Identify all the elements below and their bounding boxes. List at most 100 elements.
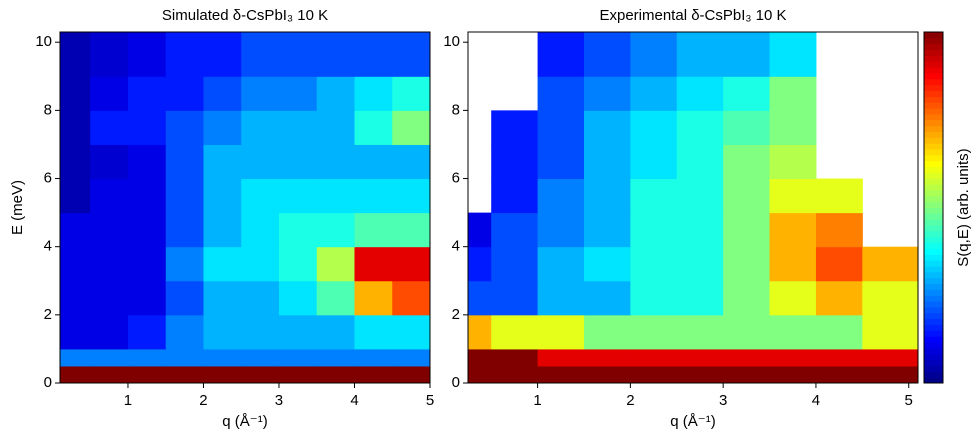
heatmap-cell (491, 110, 539, 145)
colorbar-segment (924, 236, 943, 244)
heatmap-cell (537, 348, 585, 367)
heatmap-cell (60, 314, 91, 350)
heatmap-cell (862, 348, 919, 367)
heatmap-cell (165, 280, 204, 316)
heatmap-cell (630, 76, 678, 111)
x-tick-label: 2 (626, 392, 634, 409)
heatmap-cell (723, 314, 771, 350)
heatmap-cell (316, 178, 355, 214)
heatmap-cell (537, 178, 585, 214)
heatmap-cell (723, 365, 771, 384)
colorbar-segment (924, 289, 943, 296)
heatmap-cell (537, 246, 585, 282)
y-tick-label: 6 (452, 170, 460, 187)
heatmap-cell (278, 32, 318, 77)
heatmap-cell (583, 32, 631, 77)
heatmap-cell (203, 212, 242, 248)
heatmap-cell (354, 178, 393, 214)
colorbar-segment (924, 32, 943, 39)
heatmap-cell (203, 178, 242, 214)
heatmap-cell (60, 144, 91, 180)
heatmap-cell (392, 110, 431, 145)
heatmap-cell (90, 314, 129, 350)
heatmap-cell (537, 280, 585, 316)
heatmap-cell (60, 212, 91, 248)
colorbar-segment (924, 283, 943, 290)
heatmap-cell (537, 110, 585, 145)
heatmap-cell (278, 348, 318, 367)
colorbar-segment (924, 312, 943, 320)
heatmap-cell (583, 178, 631, 214)
heatmap-cell (583, 212, 631, 248)
heatmap-cell (354, 32, 393, 77)
heatmap-cell (127, 178, 167, 214)
heatmap-cell (354, 76, 393, 111)
heatmap-cell (537, 32, 585, 77)
heatmap-cell (583, 246, 631, 282)
heatmap-cell (583, 314, 631, 350)
heatmap-cell (90, 365, 129, 384)
colorbar-segment (924, 242, 943, 249)
heatmap-cell (491, 246, 539, 282)
heatmap-cell (723, 246, 771, 282)
colorbar-segment (924, 213, 943, 220)
colorbar-segment (924, 78, 943, 86)
heatmap-cell (241, 348, 280, 367)
heatmap-cell (127, 212, 167, 248)
heatmap-cell (769, 348, 817, 367)
heatmap-cell (769, 76, 817, 111)
colorbar-segment (924, 55, 943, 62)
colorbar-segment (924, 271, 943, 279)
heatmap-cell (278, 178, 318, 214)
heatmap-cell (723, 212, 771, 248)
y-tick-label: 8 (452, 101, 460, 118)
heatmap-cell (241, 144, 280, 180)
heatmap-cell (583, 76, 631, 111)
heatmap-cell (583, 280, 631, 316)
heatmap-cell (769, 32, 817, 77)
heatmap-cell (769, 110, 817, 145)
heatmap-cell (491, 348, 539, 367)
heatmap-cell (165, 178, 204, 214)
heatmap-cell (316, 246, 355, 282)
colorbar-segment (924, 324, 943, 331)
heatmap-cell (278, 280, 318, 316)
heatmap-cell (203, 144, 242, 180)
heatmap-cell (127, 314, 167, 350)
colorbar-frame (923, 31, 944, 384)
heatmap-cell (676, 280, 724, 316)
heatmap-cell (165, 314, 204, 350)
heatmap-cell (203, 348, 242, 367)
colorbar-segment (924, 359, 943, 366)
colorbar-segment (924, 178, 943, 185)
colorbar-segment (924, 90, 943, 97)
y-tick-label: 6 (44, 170, 52, 187)
heatmap-cell (241, 110, 280, 145)
heatmap-cell (491, 314, 539, 350)
heatmap-cell (815, 365, 863, 384)
heatmap-cell (769, 314, 817, 350)
colorbar-segment (924, 225, 943, 232)
colorbar-segment (924, 189, 943, 197)
heatmap-cell (90, 348, 129, 367)
y-tick-label: 8 (44, 101, 52, 118)
heatmap-cell (90, 178, 129, 214)
y-tick-label: 0 (452, 374, 460, 391)
heatmap-cell (862, 280, 919, 316)
heatmap-cell (60, 280, 91, 316)
colorbar-segment (924, 166, 943, 173)
heatmap-cell (60, 178, 91, 214)
heatmap-cell (241, 365, 280, 384)
heatmap-cell (241, 280, 280, 316)
heatmap-cell (241, 246, 280, 282)
heatmap-cell (90, 212, 129, 248)
heatmap-cell (203, 32, 242, 77)
heatmap-cell (676, 314, 724, 350)
heatmap-cell (392, 365, 431, 384)
heatmap-cell (316, 365, 355, 384)
heatmap-cell (392, 246, 431, 282)
heatmap-cell (203, 280, 242, 316)
heatmap-cell (537, 212, 585, 248)
heatmap-cell (815, 348, 863, 367)
